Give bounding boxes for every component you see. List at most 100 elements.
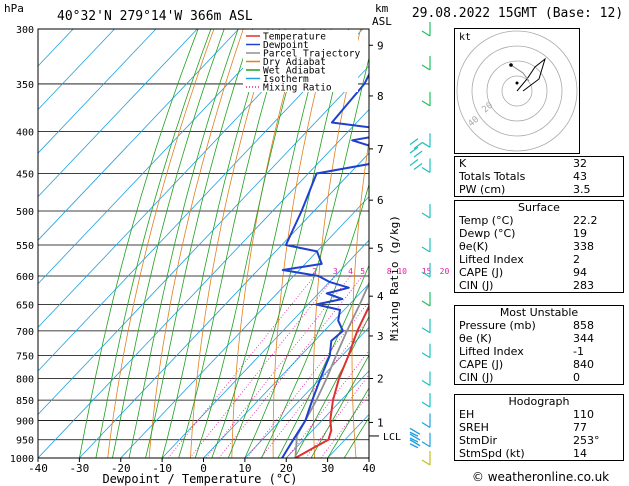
wet-adiabat <box>145 29 254 458</box>
index-label: PW (cm) <box>459 183 506 196</box>
isotherm <box>244 326 369 458</box>
surface-value: 283 <box>573 279 594 292</box>
isotherm <box>38 29 364 372</box>
isotherm <box>38 65 369 416</box>
isotherm <box>38 108 369 458</box>
hodograph-trace-upper <box>510 64 530 82</box>
km-tick-label: 4 <box>377 290 384 303</box>
mixing-ratio-line <box>205 275 351 458</box>
dry-adiabat <box>148 29 244 458</box>
wind-barb-flag <box>421 64 431 71</box>
x-tick-label: 10 <box>238 462 251 475</box>
location-title: 40°32'N 279°14'W 366m ASL <box>57 9 253 24</box>
wind-barb <box>409 138 423 150</box>
skewt-chart: 2345810152025300350400450500550600650700… <box>4 2 450 486</box>
index-row: PW (cm) 3.5 <box>455 183 624 197</box>
chart-profiles <box>281 72 369 458</box>
datetime-title: 29.08.2022 15GMT (Base: 12) <box>411 6 624 21</box>
chart-axes: 2345810152025300350400450500550600650700… <box>10 25 450 475</box>
x-tick-label: 0 <box>200 462 207 475</box>
hodograph-param-value: 14 <box>573 447 587 460</box>
hodograph-param-label: StmSpd (kt) <box>459 447 525 460</box>
hodograph-param-value: 110 <box>573 408 594 421</box>
isotherm <box>203 283 369 458</box>
x-tick-label: -40 <box>28 462 48 475</box>
isotherm <box>38 29 239 241</box>
hodograph-param-label: StmDir <box>459 434 498 447</box>
wind-barb-flag <box>421 379 431 386</box>
wind-barb-flag <box>421 421 431 428</box>
mixing-ratio-label: 20 <box>440 267 450 276</box>
chart-background-lines <box>38 29 449 458</box>
isotherm <box>38 29 74 67</box>
dewpoint-line <box>281 72 369 458</box>
mixing-ratio-line <box>320 393 369 458</box>
surface-label: θe(K) <box>459 240 489 253</box>
pressure-tick-label: 600 <box>16 272 34 283</box>
surface-row: CIN (J) 283 <box>455 279 624 293</box>
x-tick-label: -10 <box>152 462 172 475</box>
wet-adiabat <box>310 354 369 458</box>
indices-table: K 32 Totals Totals 43 PW (cm) 3.5 <box>454 156 624 197</box>
mixing-ratio-label: 15 <box>422 267 432 276</box>
wet-adiabat <box>244 56 369 458</box>
index-value: 3.5 <box>573 183 591 196</box>
surface-value: 94 <box>573 266 587 279</box>
legend-label: Mixing Ratio <box>263 83 332 94</box>
wind-barb-flag <box>421 327 431 334</box>
x-axis-label: Dewpoint / Temperature (°C) <box>102 472 297 486</box>
wet-adiabat <box>161 29 269 458</box>
index-label: Totals Totals <box>459 170 526 183</box>
pressure-tick-label: 1000 <box>10 454 34 465</box>
hodograph-param-row: StmSpd (kt) 14 <box>455 447 624 461</box>
hodograph-param-row: SREH 77 <box>455 421 624 434</box>
wet-adiabat <box>261 182 369 458</box>
index-row: K 32 <box>455 157 624 171</box>
most-unstable-label: CAPE (J) <box>459 358 504 371</box>
most-unstable-row: θe (K) 344 <box>455 332 624 345</box>
hodograph-param-row: StmDir 253° <box>455 434 624 447</box>
most-unstable-label: θe (K) <box>459 332 492 345</box>
surface-row: Lifted Index 2 <box>455 253 624 266</box>
hodograph-param-row: EH 110 <box>455 408 624 421</box>
pressure-tick-label: 650 <box>16 301 34 312</box>
wet-adiabat <box>227 29 350 458</box>
hodograph-ring <box>501 75 533 107</box>
dry-adiabat <box>107 29 215 458</box>
wet-adiabat <box>211 29 326 458</box>
pressure-tick-label: 850 <box>16 396 34 407</box>
pressure-tick-label: 550 <box>16 241 34 252</box>
isotherm <box>38 29 157 154</box>
mixing-ratio-label: 4 <box>348 267 353 276</box>
dry-adiabat <box>426 29 449 458</box>
most-unstable-value: 858 <box>573 319 594 332</box>
mixing-ratio-line <box>246 301 369 458</box>
most-unstable-label: Lifted Index <box>459 345 524 358</box>
surface-label: Temp (°C) <box>459 214 514 227</box>
index-label: K <box>459 157 467 170</box>
pressure-unit-label: hPa <box>4 2 24 15</box>
isotherm <box>38 29 322 328</box>
mixing-ratio-label: 8 <box>387 267 392 276</box>
wind-barb <box>409 158 423 170</box>
km-tick-label: 9 <box>377 39 384 52</box>
legend-label: Isotherm <box>263 74 309 85</box>
hodograph-param-value: 77 <box>573 421 587 434</box>
surface-label: Lifted Index <box>459 253 524 266</box>
surface-table: Surface Temp (°C) 22.2 Dewp (°C) 19 θe(K) 338… <box>454 200 624 293</box>
most-unstable-value: 840 <box>573 358 594 371</box>
most-unstable-row: Lifted Index -1 <box>455 345 624 358</box>
pressure-tick-label: 400 <box>16 128 34 139</box>
wind-barb-flag <box>421 100 431 107</box>
mixing-ratio-label: 5 <box>360 267 365 276</box>
hodograph-param-label: EH <box>459 408 475 421</box>
dry-adiabat <box>272 29 332 458</box>
surface-value: 19 <box>573 227 587 240</box>
index-row: Totals Totals 43 <box>455 170 624 183</box>
dry-adiabat <box>231 29 303 458</box>
surface-row: CAPE (J) 94 <box>455 266 624 279</box>
wet-adiabat <box>128 29 239 458</box>
surface-value: 22.2 <box>573 214 598 227</box>
legend-label: Wet Adiabat <box>263 66 326 77</box>
